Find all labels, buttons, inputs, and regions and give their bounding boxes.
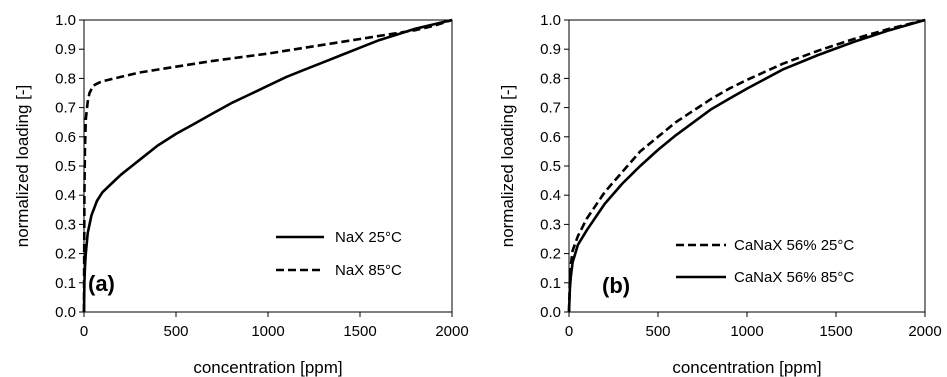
y-tick-label-a-6: 0.6 — [55, 129, 76, 146]
y-tick-label-a-3: 0.3 — [55, 216, 76, 233]
series-line-a-0 — [82, 18, 453, 313]
x-tick-label-b-2: 1000 — [730, 323, 763, 340]
x-axis-label-b: concentration [ppm] — [672, 358, 821, 377]
y-tick-label-a-7: 0.7 — [55, 100, 76, 117]
x-tick-label-a-3: 1500 — [343, 323, 376, 340]
x-axis-label-a: concentration [ppm] — [193, 358, 342, 377]
y-tick-label-a-0: 0.0 — [55, 304, 76, 321]
x-tick-label-a-0: 0 — [80, 323, 88, 340]
y-tick-label-b-10: 1.0 — [540, 12, 561, 29]
panel-label-a: (a) — [88, 271, 115, 296]
y-tick-label-b-9: 0.9 — [540, 41, 561, 58]
y-axis-label-a: normalized loading [-] — [13, 85, 32, 248]
y-tick-label-a-8: 0.8 — [55, 70, 76, 87]
x-tick-label-b-4: 2000 — [908, 323, 941, 340]
y-tick-label-a-2: 0.2 — [55, 246, 76, 263]
series-line-b-0 — [567, 18, 926, 313]
y-tick-label-a-9: 0.9 — [55, 41, 76, 58]
legend-label-b-0: CaNaX 56% 25°C — [734, 237, 854, 254]
y-tick-label-b-2: 0.2 — [540, 246, 561, 263]
x-tick-label-a-2: 1000 — [251, 323, 284, 340]
y-tick-label-b-6: 0.6 — [540, 129, 561, 146]
y-tick-label-a-5: 0.5 — [55, 158, 76, 175]
series-line-b-1 — [567, 18, 926, 313]
panel-label-b: (b) — [602, 273, 630, 298]
y-tick-label-b-4: 0.4 — [540, 187, 561, 204]
x-tick-label-b-1: 500 — [645, 323, 670, 340]
chart-panel-b: 0.0 0.1 0.2 0.3 0.4 0.5 0.6 0.7 0.8 0.9 1.0 0 500 100… — [498, 12, 942, 377]
chart-panel-a: 0.0 0.1 0.2 0.3 0.4 0.5 0.6 0.7 0.8 0.9 1.0 0 500 100… — [13, 12, 469, 377]
x-tick-label-a-4: 2000 — [435, 323, 468, 340]
y-tick-label-b-8: 0.8 — [540, 70, 561, 87]
series-line-a-1 — [82, 18, 453, 313]
y-tick-label-b-3: 0.3 — [540, 216, 561, 233]
y-tick-label-a-10: 1.0 — [55, 12, 76, 29]
y-tick-label-b-1: 0.1 — [540, 275, 561, 292]
legend-label-b-1: CaNaX 56% 85°C — [734, 269, 854, 286]
y-tick-label-a-1: 0.1 — [55, 275, 76, 292]
x-tick-label-b-0: 0 — [565, 323, 573, 340]
y-tick-label-b-5: 0.5 — [540, 158, 561, 175]
y-axis-label-b: normalized loading [-] — [498, 85, 517, 248]
x-tick-label-a-1: 500 — [163, 323, 188, 340]
legend-label-a-0: NaX 25°C — [335, 229, 402, 246]
y-tick-label-b-0: 0.0 — [540, 304, 561, 321]
x-tick-label-b-3: 1500 — [819, 323, 852, 340]
y-tick-label-a-4: 0.4 — [55, 187, 76, 204]
y-tick-label-b-7: 0.7 — [540, 100, 561, 117]
legend-label-a-1: NaX 85°C — [335, 262, 402, 279]
